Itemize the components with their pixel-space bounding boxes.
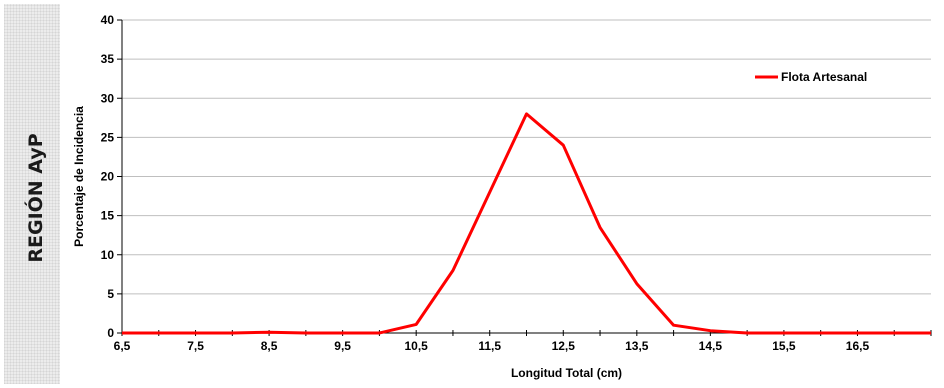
region-side-panel: REGIÓN AyP xyxy=(4,4,60,384)
y-tick-label: 0 xyxy=(107,326,114,340)
y-tick-label: 35 xyxy=(101,52,115,66)
series-layer xyxy=(122,112,931,335)
x-tick-label: 9,5 xyxy=(334,339,351,353)
x-tick-label: 10,5 xyxy=(405,339,429,353)
y-axis-title: Porcentaje de Incidencia xyxy=(72,106,86,247)
gridlines xyxy=(122,19,931,295)
legend: Flota Artesanal xyxy=(755,70,867,84)
x-tick-label: 15,5 xyxy=(772,339,796,353)
x-tick-label: 16,5 xyxy=(846,339,870,353)
x-axis-title: Longitud Total (cm) xyxy=(511,366,622,380)
y-tick-label: 20 xyxy=(101,170,115,184)
y-tick-label: 15 xyxy=(101,209,115,223)
x-tick-label: 12,5 xyxy=(552,339,576,353)
x-tick-label: 6,5 xyxy=(114,339,131,353)
y-tick-label: 40 xyxy=(101,13,115,27)
legend-label: Flota Artesanal xyxy=(781,70,867,84)
x-tick-label: 13,5 xyxy=(625,339,649,353)
y-tick-label: 30 xyxy=(101,91,115,105)
x-tick-label: 7,5 xyxy=(187,339,204,353)
y-tick-label: 5 xyxy=(107,287,114,301)
axes: 0 5 10 15 20 25 30 35 40 6,5 7,5 8,5 9,5 10,5 11,5 12,5… xyxy=(101,13,932,353)
x-tick-label: 14,5 xyxy=(699,339,723,353)
series-line xyxy=(122,112,931,335)
x-tick-label: 11,5 xyxy=(478,339,501,353)
y-tick-label: 25 xyxy=(101,130,115,144)
y-tick-label: 10 xyxy=(101,248,115,262)
x-tick-label: 8,5 xyxy=(261,339,278,353)
